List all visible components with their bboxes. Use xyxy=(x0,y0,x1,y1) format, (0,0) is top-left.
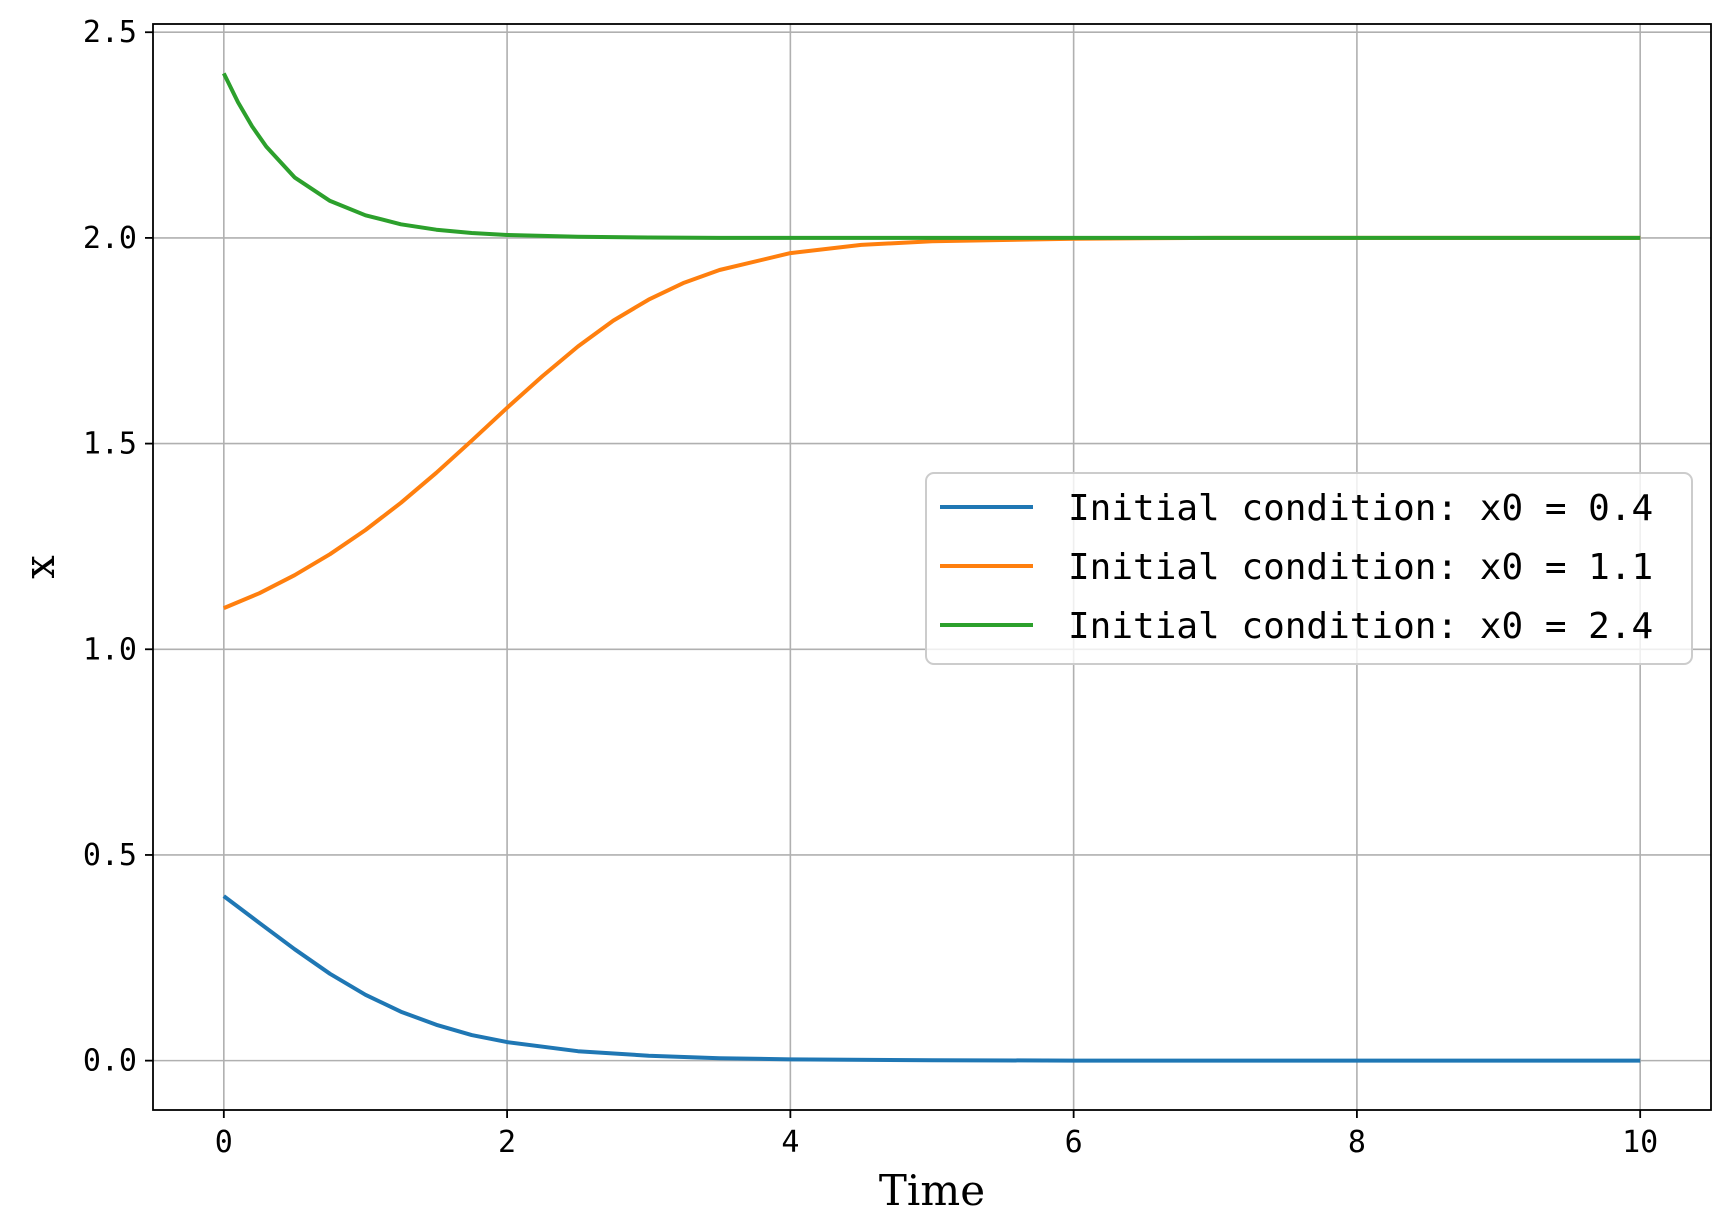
y-tick-label: 2.5 xyxy=(83,15,137,50)
x-tick-label: 8 xyxy=(1348,1125,1366,1160)
legend-label-1: Initial condition: x0 = 0.4 xyxy=(1068,488,1653,529)
series-line-1 xyxy=(222,894,1641,1063)
x-tick-label: 4 xyxy=(781,1125,799,1160)
x-axis-label: Time xyxy=(879,1166,985,1215)
x-tick-label: 6 xyxy=(1065,1125,1083,1160)
x-tick-label: 0 xyxy=(215,1125,233,1160)
y-tick-label: 1.5 xyxy=(83,427,137,462)
legend-box xyxy=(925,472,1693,665)
y-tick-label: 1.0 xyxy=(83,632,137,667)
x-axis-ticks: 0 2 4 6 8 10 xyxy=(215,1110,1658,1160)
y-tick-label: 0.5 xyxy=(83,838,137,873)
series-line-3 xyxy=(222,72,1641,240)
legend-label-2: Initial condition: x0 = 1.1 xyxy=(1068,547,1653,588)
legend: Initial condition: x0 = 0.4 Initial condi… xyxy=(925,472,1693,665)
x-tick-label: 10 xyxy=(1622,1125,1658,1160)
x-tick-label: 2 xyxy=(498,1125,516,1160)
y-axis-label: x xyxy=(15,555,64,579)
y-tick-label: 2.0 xyxy=(83,221,137,256)
legend-label-3: Initial condition: x0 = 2.4 xyxy=(1068,606,1653,647)
series-lines xyxy=(222,72,1641,1063)
y-tick-label: 0.0 xyxy=(83,1044,137,1079)
y-axis-ticks: 0.0 0.5 1.0 1.5 2.0 2.5 xyxy=(83,15,153,1079)
plot-frame xyxy=(152,23,1712,1111)
